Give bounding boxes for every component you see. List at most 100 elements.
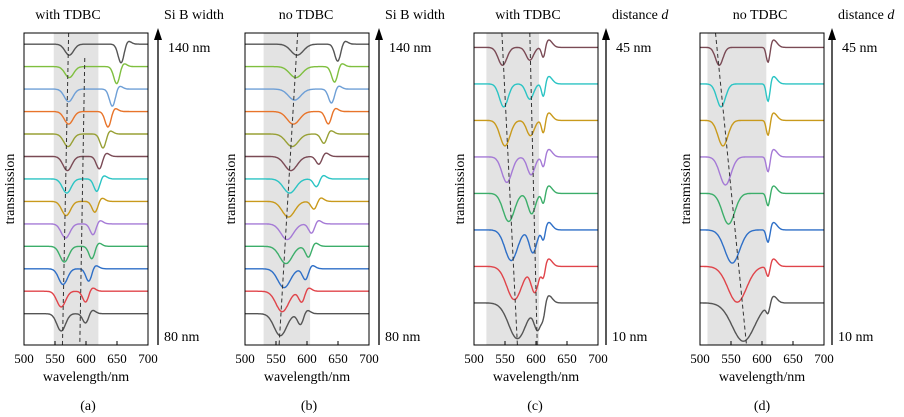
x-tick-label: 600 — [297, 351, 317, 366]
x-tick-label: 650 — [557, 351, 577, 366]
x-axis-label: wavelength/nm — [493, 370, 579, 385]
x-tick-label: 650 — [783, 351, 803, 366]
panel-title: with TDBC — [495, 8, 560, 23]
x-tick-label: 550 — [495, 351, 515, 366]
x-tick-label: 700 — [814, 351, 834, 366]
y-axis-label: transmission — [453, 154, 468, 225]
x-tick-label: 500 — [464, 351, 484, 366]
shaded-region — [263, 33, 311, 345]
transmission-curve — [245, 197, 369, 218]
arrow-head — [602, 28, 610, 40]
transmission-curve — [474, 148, 598, 184]
dashed-guide-line — [61, 32, 70, 346]
transmission-curve — [700, 221, 824, 264]
dashed-guide-line — [79, 57, 86, 346]
transmission-curve — [245, 309, 369, 337]
transmission-curve — [24, 220, 148, 239]
transmission-curve — [245, 220, 369, 241]
transmission-curve — [474, 75, 598, 108]
transmission-curve — [245, 40, 369, 62]
dashed-guide-line — [529, 32, 538, 346]
panel-label: (b) — [301, 399, 318, 414]
x-tick-label: 650 — [107, 351, 127, 366]
y-axis-label: transmission — [679, 154, 694, 225]
transmission-curve — [24, 197, 148, 217]
transmission-curve — [24, 63, 148, 85]
x-tick-label: 550 — [266, 351, 286, 366]
parameter-name: Si B width — [385, 8, 445, 23]
panel-label: (a) — [80, 399, 96, 414]
parameter-top-value: 140 nm — [168, 41, 211, 56]
panel-title: with TDBC — [35, 8, 100, 23]
panel-title: no TDBC — [733, 8, 788, 23]
transmission-curve — [245, 130, 369, 148]
x-axis-label: wavelength/nm — [264, 370, 350, 385]
parameter-name: Si B width — [164, 8, 224, 23]
panel-1: 500 550 600 650 700 wavelength/nm transmission… — [3, 8, 224, 414]
y-axis-label: transmission — [224, 154, 239, 225]
transmission-curve — [245, 265, 369, 289]
transmission-curve — [24, 242, 148, 263]
transmission-curve — [474, 295, 598, 340]
transmission-curve — [24, 152, 148, 172]
parameter-top-value: 140 nm — [389, 41, 432, 56]
arrow-head — [154, 28, 162, 40]
shaded-region — [53, 33, 99, 345]
parameter-top-value: 45 nm — [616, 41, 652, 56]
x-tick-label: 550 — [721, 351, 741, 366]
parameter-symbol: d — [661, 8, 669, 23]
transmission-curve — [474, 112, 598, 147]
dashed-guide-line — [278, 32, 299, 346]
transmission-curve — [474, 221, 598, 262]
transmission-curve — [24, 107, 148, 128]
x-tick-label: 600 — [76, 351, 96, 366]
transmission-curve — [245, 287, 369, 313]
parameter-bottom-value: 80 nm — [164, 330, 200, 345]
parameter-name: distance d — [612, 8, 669, 23]
transmission-curve — [700, 75, 824, 108]
transmission-curve — [24, 309, 148, 332]
panel-4: 500 550 600 650 700 wavelength/nm transmission… — [679, 8, 895, 414]
parameter-bottom-value: 10 nm — [612, 330, 648, 345]
x-tick-label: 500 — [690, 351, 710, 366]
x-tick-label: 700 — [138, 351, 158, 366]
transmission-curve — [24, 85, 148, 107]
dashed-guide-line — [715, 32, 747, 346]
x-tick-label: 500 — [14, 351, 34, 366]
transmission-curve — [245, 85, 369, 104]
transmission-curve — [24, 287, 148, 308]
panel-label: (c) — [527, 399, 543, 414]
parameter-top-value: 45 nm — [842, 41, 878, 56]
transmission-curve — [700, 185, 824, 225]
x-tick-label: 550 — [45, 351, 65, 366]
x-tick-label: 500 — [235, 351, 255, 366]
transmission-curve — [474, 258, 598, 301]
x-axis-label: wavelength/nm — [43, 370, 129, 385]
transmission-curve — [700, 148, 824, 186]
shaded-region — [707, 33, 767, 345]
transmission-curve — [700, 112, 824, 147]
shaded-region — [486, 33, 540, 345]
x-tick-label: 600 — [752, 351, 772, 366]
transmission-curve — [245, 174, 369, 194]
x-tick-label: 700 — [359, 351, 379, 366]
parameter-name: distance d — [838, 8, 895, 23]
arrow-head — [828, 28, 836, 40]
panel-title: no TDBC — [279, 8, 334, 23]
transmission-curve — [24, 130, 148, 149]
transmission-curve — [24, 40, 148, 64]
parameter-bottom-value: 80 nm — [385, 330, 421, 345]
transmission-curve — [474, 39, 598, 67]
transmission-curve — [24, 175, 148, 194]
transmission-curve — [700, 295, 824, 342]
transmission-curve — [245, 242, 369, 265]
y-axis-label: transmission — [3, 154, 18, 225]
x-tick-label: 700 — [588, 351, 608, 366]
x-tick-label: 650 — [328, 351, 348, 366]
transmission-curve — [245, 63, 369, 83]
transmission-curve — [24, 265, 148, 286]
transmission-curve — [700, 39, 824, 67]
panel-label: (d) — [754, 399, 771, 414]
panel-3: 500 550 600 650 700 wavelength/nm transmission… — [453, 8, 669, 414]
